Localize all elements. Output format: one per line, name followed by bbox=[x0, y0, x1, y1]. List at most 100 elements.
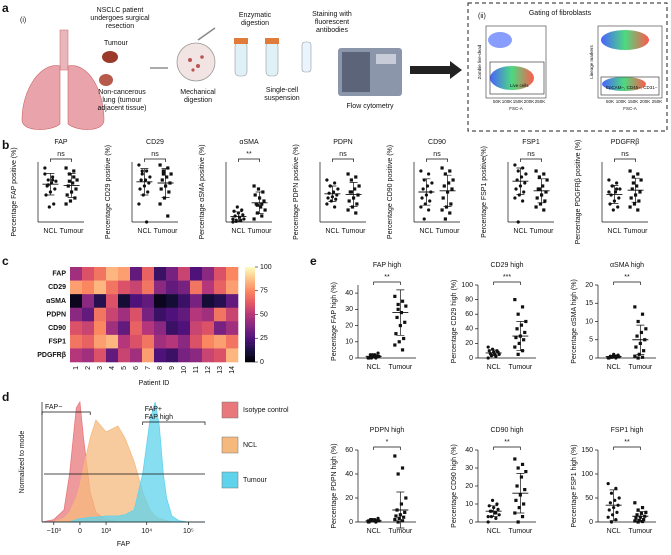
colorbar-segment bbox=[245, 282, 255, 285]
data-point bbox=[263, 208, 267, 212]
heatmap-cell bbox=[202, 307, 215, 322]
x-tick-label: NCL bbox=[607, 228, 621, 235]
data-point bbox=[523, 488, 527, 492]
heatmap-cell bbox=[142, 348, 155, 363]
data-point bbox=[162, 196, 167, 200]
x-tick-label: Tumour bbox=[508, 364, 533, 371]
heatmap-cell bbox=[130, 348, 143, 363]
colorbar-segment bbox=[245, 287, 255, 290]
y-tick-label: 20 bbox=[345, 322, 353, 329]
colorbar-segment bbox=[245, 268, 255, 271]
colorbar-tick-label: 0 bbox=[260, 359, 264, 366]
data-point bbox=[240, 208, 244, 212]
colorbar-segment bbox=[245, 300, 255, 303]
heatmap-cell bbox=[70, 321, 83, 336]
data-point bbox=[393, 454, 397, 458]
y-tick-label: 10 bbox=[465, 501, 473, 508]
colorbar-segment bbox=[245, 267, 255, 269]
data-point bbox=[516, 520, 520, 524]
data-point bbox=[517, 506, 521, 510]
error-bar bbox=[422, 178, 431, 206]
heatmap-cell bbox=[154, 267, 167, 281]
column-label: 13 bbox=[217, 366, 224, 374]
data-point bbox=[633, 519, 637, 523]
colorbar-segment bbox=[245, 331, 255, 334]
data-point bbox=[522, 502, 526, 506]
significance: ns bbox=[151, 151, 159, 158]
column-label: 5 bbox=[121, 366, 128, 370]
gate-label: FAP+ bbox=[145, 406, 162, 413]
colorbar-segment bbox=[245, 317, 255, 320]
significance: ns bbox=[527, 151, 535, 158]
colorbar-segment bbox=[245, 320, 255, 323]
panel-labels: a b c d e bbox=[2, 1, 317, 404]
data-point bbox=[614, 486, 618, 490]
error-bar bbox=[609, 355, 618, 358]
error-bar bbox=[516, 321, 525, 352]
significance-bracket bbox=[144, 158, 166, 162]
heatmap-cell bbox=[118, 267, 131, 281]
significance-bracket bbox=[332, 158, 354, 162]
colorbar-segment bbox=[245, 306, 255, 309]
data-point bbox=[516, 312, 520, 316]
error-bar bbox=[610, 185, 619, 204]
data-point bbox=[326, 196, 330, 200]
error-bar bbox=[349, 182, 358, 207]
data-point bbox=[146, 190, 150, 194]
panel-label: a bbox=[2, 1, 9, 15]
label: lung (tumour bbox=[102, 97, 142, 104]
data-point bbox=[394, 332, 398, 336]
error-bar bbox=[369, 354, 378, 359]
y-axis-label: Percentage FAP high (%) bbox=[331, 282, 338, 361]
data-point bbox=[356, 193, 360, 197]
error-bar bbox=[369, 519, 378, 523]
x-tick-label: Tumour bbox=[624, 228, 649, 235]
colorbar-segment bbox=[245, 344, 255, 347]
colorbar-segment bbox=[245, 286, 255, 288]
data-point bbox=[615, 510, 619, 514]
data-point bbox=[145, 169, 149, 173]
error-bar bbox=[537, 178, 546, 204]
heatmap-cell bbox=[154, 348, 167, 363]
tick-label: 50K bbox=[493, 99, 501, 104]
column-label: 1 bbox=[73, 366, 80, 370]
data-point bbox=[353, 187, 357, 191]
data-point bbox=[534, 169, 538, 173]
heatmap-cell bbox=[214, 334, 227, 349]
gate bbox=[142, 421, 206, 425]
y-tick-label: 30 bbox=[465, 465, 473, 472]
data-point bbox=[43, 172, 47, 176]
data-point bbox=[523, 330, 527, 335]
colorbar-segment bbox=[245, 343, 255, 345]
y-tick-label: 0 bbox=[349, 355, 353, 362]
label: Mechanical bbox=[180, 89, 216, 96]
data-point bbox=[333, 205, 337, 209]
error-bar bbox=[396, 491, 405, 529]
colorbar-segment bbox=[245, 271, 255, 274]
y-axis-label: Percentage PDPN positive (%) bbox=[293, 144, 300, 240]
data-point bbox=[486, 345, 490, 349]
data-point bbox=[397, 340, 401, 344]
x-tick-label: Tumour bbox=[388, 528, 413, 535]
x-tick-label: Tumour bbox=[508, 528, 533, 535]
data-point bbox=[166, 166, 170, 170]
data-point bbox=[544, 190, 548, 194]
data-point bbox=[642, 518, 646, 522]
colorbar-segment bbox=[245, 295, 255, 298]
heatmap-cell bbox=[154, 307, 167, 322]
heatmap-cell bbox=[130, 307, 143, 322]
y-axis-label: Percentage FSP1 high (%) bbox=[571, 444, 578, 527]
data-point bbox=[54, 179, 58, 183]
data-point bbox=[167, 190, 171, 194]
data-point bbox=[517, 341, 521, 345]
heatmap-cell bbox=[142, 307, 155, 322]
data-point bbox=[421, 187, 425, 191]
x-tick-label: NCL bbox=[607, 528, 621, 535]
heatmap-cell bbox=[70, 307, 83, 322]
data-point bbox=[607, 190, 611, 194]
chart-title: FAP bbox=[54, 139, 68, 146]
chart-title: CD29 high bbox=[490, 262, 523, 269]
column-label: 11 bbox=[193, 366, 200, 373]
data-point bbox=[516, 220, 520, 224]
colorbar-segment bbox=[245, 352, 255, 355]
